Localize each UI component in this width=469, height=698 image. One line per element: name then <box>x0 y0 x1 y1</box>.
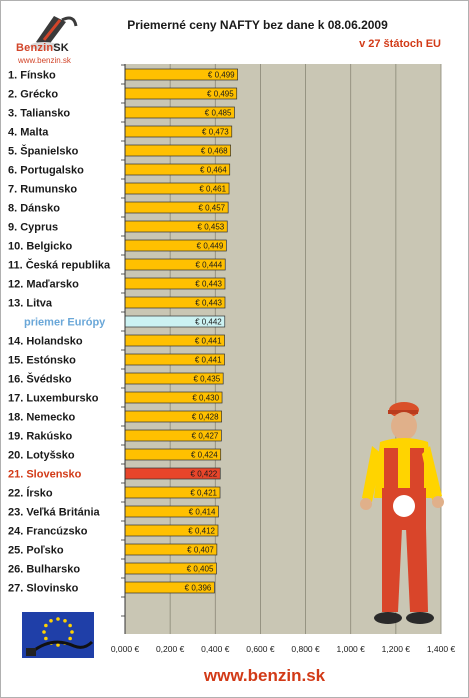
country-labels: 1. Fínsko 2. Grécko 3. Taliansko 4. Malta 5.… <box>8 70 111 595</box>
bar-value-label: € 0,453 <box>198 223 225 232</box>
country-label: 1. Fínsko <box>8 70 56 82</box>
bar-value-label: € 0,468 <box>201 147 228 156</box>
bar-value-label: € 0,443 <box>195 280 222 289</box>
country-label: 15. Estónsko <box>8 355 76 367</box>
country-label: 4. Malta <box>8 127 49 139</box>
x-axis-ticks: 0,000 € 0,200 € 0,400 € 0,600 € 0,800 € 1,000… <box>111 644 456 654</box>
bar-value-label: € 0,435 <box>193 375 220 384</box>
country-label: 17. Luxembursko <box>8 393 99 405</box>
flag-star <box>44 623 48 628</box>
bar-value-label: € 0,407 <box>187 546 214 555</box>
flag-star <box>63 618 67 623</box>
country-label: 25. Poľsko <box>8 545 64 557</box>
country-label: 23. Veľká Británia <box>8 507 101 519</box>
bar-value-label: € 0,428 <box>192 413 219 422</box>
bar-value-label: € 0,499 <box>208 71 235 80</box>
flag-star <box>68 636 72 641</box>
footer-url: www.benzin.sk <box>203 666 326 685</box>
country-label: 7. Rumunsko <box>8 184 77 196</box>
country-label: 10. Belgicko <box>8 241 72 253</box>
bar-value-label: € 0,444 <box>196 261 223 270</box>
x-tick-label: 0,000 € <box>111 644 140 654</box>
benzin-logo-icon <box>30 16 78 50</box>
flag-star <box>56 643 60 647</box>
flag-star <box>56 617 60 621</box>
bar-value-label: € 0,473 <box>202 128 229 137</box>
country-label: 2. Grécko <box>8 89 58 101</box>
bar-value-label: € 0,430 <box>192 394 219 403</box>
x-tick-label: 0,400 € <box>201 644 230 654</box>
x-tick-label: 1,400 € <box>427 644 456 654</box>
bar-value-label: € 0,427 <box>192 432 219 441</box>
chart-title: Priemerné ceny NAFTY bez dane k 08.06.20… <box>127 18 388 32</box>
logo-wordmark: BenzinSK <box>16 42 69 54</box>
country-label: 20. Lotyšsko <box>8 450 75 462</box>
flag-star <box>68 623 72 628</box>
bar-value-label: € 0,441 <box>195 356 222 365</box>
country-label: 19. Rakúsko <box>8 431 72 443</box>
bar-value-label: € 0,396 <box>185 584 212 593</box>
mascot-worker-icon <box>360 402 444 624</box>
country-label: 26. Bulharsko <box>8 564 80 576</box>
country-label: 24. Francúzsko <box>8 526 88 538</box>
eu-flag-icon <box>22 612 94 658</box>
bar-value-label: € 0,421 <box>190 489 217 498</box>
x-tick-label: 0,800 € <box>291 644 320 654</box>
chart-subtitle: v 27 štátoch EU <box>359 38 441 50</box>
country-label: 13. Litva <box>8 298 53 310</box>
country-label: 27. Slovinsko <box>8 583 79 595</box>
country-label: 9. Cyprus <box>8 222 58 234</box>
country-label: 16. Švédsko <box>8 373 72 386</box>
country-label: priemer Európy <box>24 317 106 329</box>
country-label: 8. Dánsko <box>8 203 60 215</box>
flag-star <box>70 630 74 634</box>
bar-value-label: € 0,414 <box>189 508 216 517</box>
country-label: 12. Maďarsko <box>8 279 79 291</box>
bar-value-label: € 0,464 <box>200 166 227 175</box>
flag-star <box>42 630 46 634</box>
flag-star <box>49 618 53 623</box>
grid-lines <box>121 64 442 634</box>
country-label: 21. Slovensko <box>8 469 82 481</box>
bar-value-label: € 0,422 <box>191 470 218 479</box>
bar-value-label: € 0,405 <box>187 565 214 574</box>
country-label: 18. Nemecko <box>8 412 76 424</box>
country-label: 11. Česká republika <box>8 259 111 272</box>
bar-value-label: € 0,495 <box>207 90 234 99</box>
bar-value-label: € 0,442 <box>195 318 222 327</box>
x-tick-label: 1,200 € <box>382 644 411 654</box>
bar-value-label: € 0,424 <box>191 451 218 460</box>
country-label: 3. Taliansko <box>8 108 70 120</box>
bar-value-label: € 0,441 <box>195 337 222 346</box>
country-label: 22. Írsko <box>8 487 53 500</box>
bar-value-label: € 0,461 <box>199 185 226 194</box>
bar-value-label: € 0,449 <box>197 242 224 251</box>
country-label: 14. Holandsko <box>8 336 83 348</box>
bars: € 0,499 € 0,495 € 0,485 € 0,473 € 0,468 € 0,4… <box>124 68 238 594</box>
flag-star <box>44 636 48 641</box>
bar-value-label: € 0,485 <box>205 109 232 118</box>
bar-value-label: € 0,457 <box>198 204 225 213</box>
bar-value-label: € 0,412 <box>188 527 215 536</box>
x-tick-label: 0,600 € <box>246 644 275 654</box>
x-tick-label: 0,200 € <box>156 644 185 654</box>
bar-value-label: € 0,443 <box>195 299 222 308</box>
logo-url: www.benzin.sk <box>18 56 71 65</box>
country-label: 5. Španielsko <box>8 145 79 158</box>
country-label: 6. Portugalsko <box>8 165 84 177</box>
x-tick-label: 1,000 € <box>337 644 366 654</box>
